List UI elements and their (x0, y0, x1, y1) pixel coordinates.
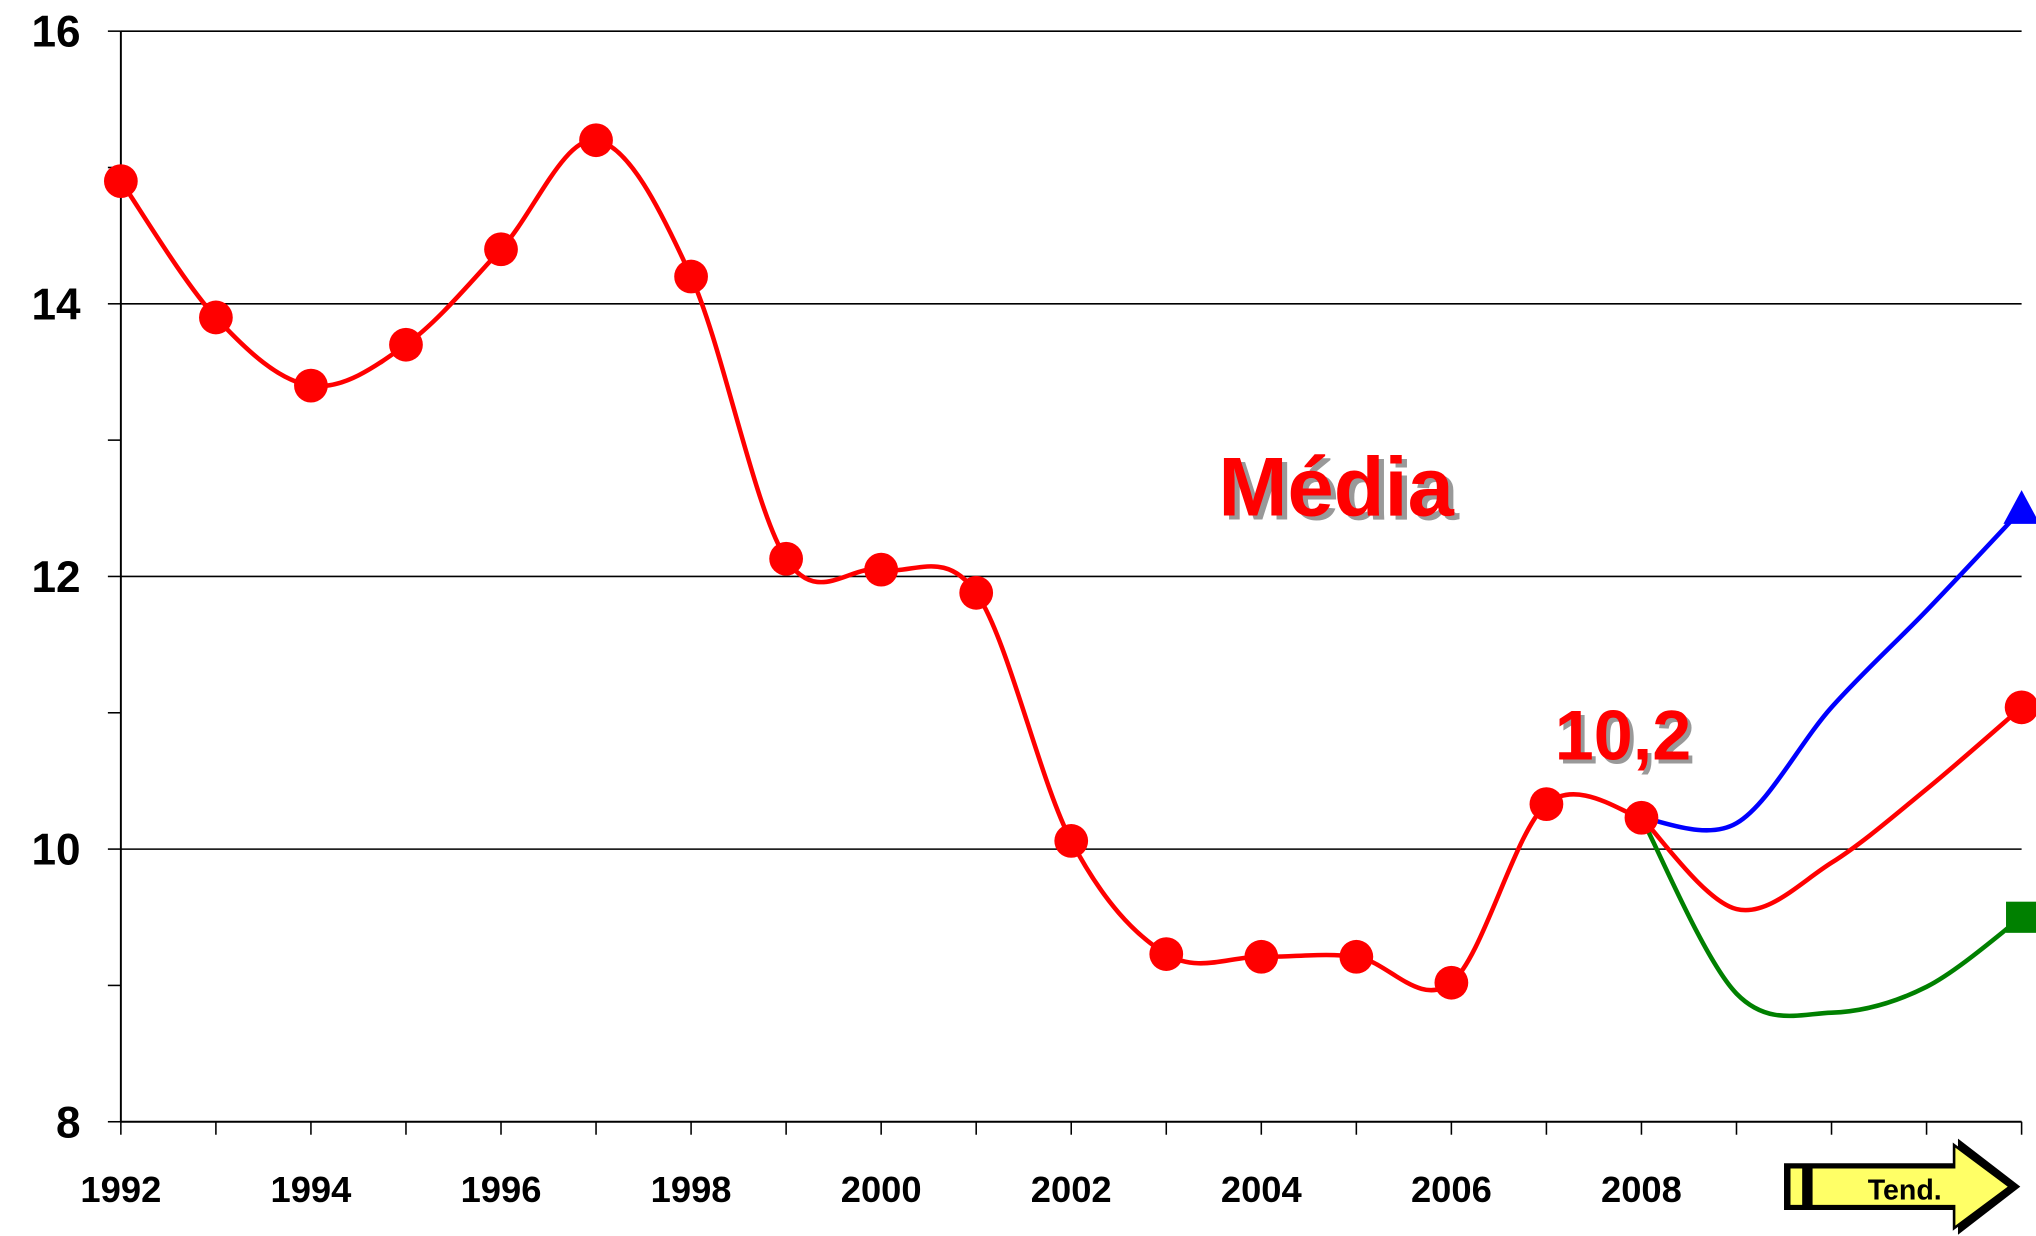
x-tick-label: 2006 (1411, 1169, 1492, 1210)
marker (864, 552, 899, 587)
marker (579, 123, 613, 158)
y-tick-label: 14 (32, 280, 82, 329)
plot-area: 8 10 12 14 16 1992 1994 1996 1998 2000 2002 2004 200… (32, 8, 2036, 1210)
y-tick-label: 16 (32, 8, 81, 57)
marker (2004, 690, 2036, 725)
marker (389, 327, 423, 362)
marker (1149, 937, 1184, 971)
x-tick-label: 2004 (1221, 1169, 1303, 1210)
marker (294, 368, 328, 403)
line (1639, 705, 2024, 913)
arrow[interactable] (1787, 1142, 2013, 1231)
marker (769, 541, 803, 576)
marker (1339, 939, 1374, 974)
button-label[interactable]: Tend. (1868, 1175, 1942, 1207)
marker (199, 300, 233, 335)
arrow-bar (1802, 1167, 1813, 1207)
annotation-shadow: Média (1224, 444, 1460, 537)
x-tick-label: 1994 (271, 1169, 353, 1210)
marker (2006, 901, 2036, 933)
x-tick-label: 1992 (80, 1169, 161, 1210)
marker (2003, 490, 2036, 524)
marker (674, 259, 708, 294)
value-label-shadow: 10,2 (1559, 700, 1695, 778)
marker (1244, 939, 1279, 974)
value-label: 10,2 (1555, 697, 1691, 775)
y-tick-label: 8 (56, 1098, 81, 1147)
marker (103, 164, 138, 198)
marker (1529, 787, 1564, 821)
y-tick-label: 12 (32, 553, 81, 602)
line (1639, 816, 2023, 1019)
marker (1624, 800, 1659, 835)
marker (1434, 965, 1469, 1000)
x-tick-label: 1996 (461, 1169, 542, 1210)
x-tick-label: 2008 (1601, 1169, 1682, 1210)
annotation: Média (1218, 440, 1454, 533)
marker (484, 232, 518, 267)
x-tick-label: 1998 (651, 1169, 732, 1210)
marker (1054, 824, 1089, 858)
x-tick-label: 2000 (841, 1169, 922, 1210)
y-tick-label: 10 (32, 826, 81, 875)
marker (959, 575, 994, 610)
line (1641, 508, 2024, 833)
trend-button[interactable]: Tend. (1784, 1138, 2021, 1235)
x-tick-label: 2002 (1031, 1169, 1112, 1210)
